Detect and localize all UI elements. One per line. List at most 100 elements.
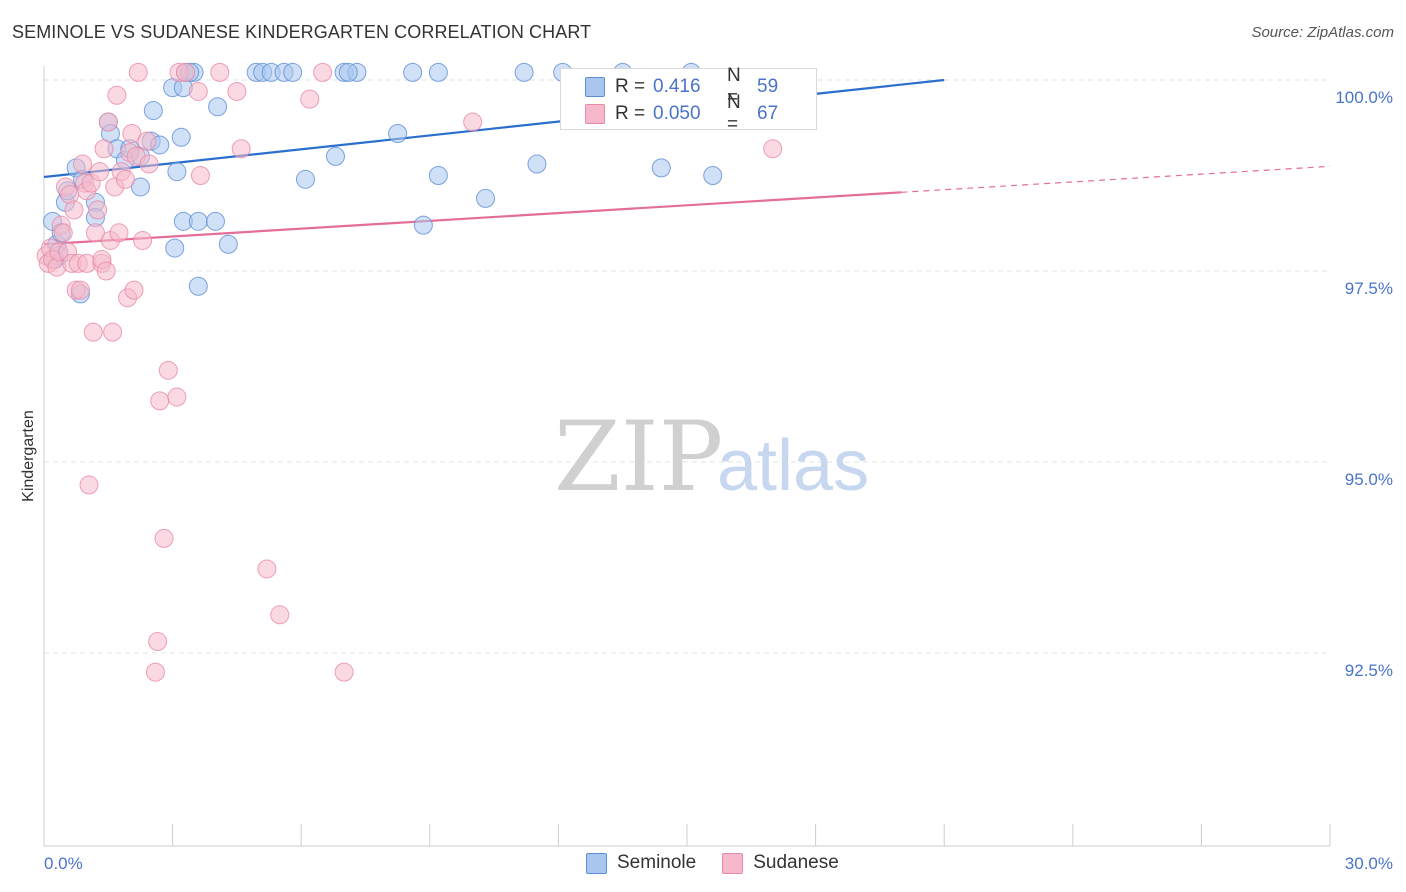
x-tick-label-min: 0.0%: [44, 854, 83, 873]
sudanese-point[interactable]: [88, 200, 108, 220]
sudanese-point[interactable]: [190, 166, 210, 185]
sudanese-point[interactable]: [94, 139, 114, 159]
legend-item-sudanese[interactable]: Sudanese: [722, 852, 839, 874]
stats-legend: R = 0.416 N = 59 R = 0.050 N = 67: [560, 65, 817, 135]
sudanese-point[interactable]: [73, 154, 93, 174]
n-label: N =: [727, 65, 741, 108]
sudanese-point[interactable]: [210, 62, 230, 82]
series-sudanese: [36, 62, 783, 682]
sudanese-point[interactable]: [79, 475, 99, 495]
seminole-point[interactable]: [171, 127, 191, 147]
r-label: R =: [615, 103, 646, 124]
seminole-point[interactable]: [295, 169, 315, 189]
r-label: R =: [615, 76, 646, 97]
seminole-point[interactable]: [143, 101, 163, 121]
sudanese-point[interactable]: [463, 112, 483, 132]
watermark-atlas: atlas: [717, 426, 869, 506]
sudanese-swatch: [722, 852, 744, 874]
sudanese-point[interactable]: [115, 169, 135, 189]
y-axis-label: Kindergarten: [20, 410, 37, 502]
legend-label-seminole: Seminole: [617, 852, 697, 873]
seminole-point[interactable]: [514, 62, 534, 82]
seminole-point[interactable]: [165, 238, 185, 258]
seminole-point[interactable]: [338, 62, 358, 82]
sudanese-point[interactable]: [158, 360, 178, 380]
sudanese-point[interactable]: [96, 261, 116, 281]
sudanese-point[interactable]: [83, 322, 103, 342]
n-value: 67: [757, 103, 779, 124]
seminole-point[interactable]: [208, 97, 228, 117]
sudanese-point[interactable]: [154, 528, 174, 548]
sudanese-point[interactable]: [227, 81, 247, 101]
sudanese-point[interactable]: [124, 280, 144, 300]
y-tick-label: 95.0%: [1345, 470, 1393, 489]
sudanese-point[interactable]: [257, 559, 277, 579]
sudanese-point[interactable]: [90, 162, 110, 182]
gridlines: [44, 79, 1330, 654]
sudanese-point[interactable]: [270, 605, 290, 625]
seminole-point[interactable]: [388, 123, 408, 143]
chart-title: SEMINOLE VS SUDANESE KINDERGARTEN CORREL…: [12, 22, 592, 42]
legend-row-seminole: R = 0.416 N = 59: [585, 65, 779, 108]
seminole-point[interactable]: [205, 211, 225, 231]
sudanese-point[interactable]: [148, 632, 168, 652]
sudanese-point[interactable]: [300, 89, 320, 109]
seminole-point[interactable]: [188, 211, 208, 231]
y-tick-label: 100.0%: [1335, 88, 1393, 107]
seminole-point[interactable]: [403, 62, 423, 82]
sudanese-point[interactable]: [98, 112, 118, 132]
seminole-point[interactable]: [476, 188, 496, 208]
sudanese-point[interactable]: [150, 391, 170, 411]
sudanese-point[interactable]: [133, 230, 153, 250]
sudanese-point[interactable]: [64, 200, 84, 220]
x-tick-label-max: 30.0%: [1345, 854, 1393, 873]
sudanese-swatch: [585, 104, 605, 124]
y-tick-label: 97.5%: [1345, 279, 1393, 298]
legend-row-sudanese: R = 0.050 N = 67: [585, 92, 779, 135]
legend-label-sudanese: Sudanese: [753, 852, 839, 873]
sudanese-point[interactable]: [763, 139, 783, 159]
sudanese-point[interactable]: [167, 387, 187, 407]
seminole-point[interactable]: [651, 158, 671, 178]
sudanese-point[interactable]: [139, 154, 159, 174]
sudanese-point[interactable]: [231, 139, 251, 159]
sudanese-point[interactable]: [313, 62, 333, 82]
seminole-point[interactable]: [188, 276, 208, 296]
sudanese-point[interactable]: [70, 280, 90, 300]
seminole-point[interactable]: [325, 146, 345, 166]
seminole-point[interactable]: [130, 177, 150, 197]
sudanese-point[interactable]: [334, 662, 354, 682]
seminole-point[interactable]: [527, 154, 547, 174]
source-credit: Source: ZipAtlas.com: [1251, 24, 1394, 41]
seminole-point[interactable]: [428, 166, 448, 185]
watermark-zip: ZIP: [554, 401, 723, 513]
sudanese-point[interactable]: [122, 123, 142, 143]
series-legend: Seminole Sudanese: [586, 852, 865, 874]
sudanese-point[interactable]: [85, 223, 105, 243]
sudanese-point[interactable]: [128, 62, 148, 82]
trend-line-extension-sudanese: [901, 165, 1331, 193]
data-points: [36, 62, 783, 682]
sudanese-point[interactable]: [53, 223, 73, 243]
y-tick-label: 92.5%: [1345, 661, 1393, 680]
seminole-point[interactable]: [428, 62, 448, 82]
trend-line-sudanese: [43, 191, 902, 246]
sudanese-point[interactable]: [188, 81, 208, 101]
seminole-point[interactable]: [413, 215, 433, 235]
sudanese-point[interactable]: [145, 662, 165, 682]
legend-item-seminole[interactable]: Seminole: [586, 852, 696, 874]
y-tick-labels: 100.0% 97.5% 95.0% 92.5%: [1335, 88, 1393, 680]
sudanese-point[interactable]: [109, 223, 129, 243]
n-value: 59: [757, 76, 779, 97]
seminole-point[interactable]: [703, 166, 723, 185]
seminole-point[interactable]: [167, 162, 187, 182]
sudanese-point[interactable]: [137, 131, 157, 151]
sudanese-point[interactable]: [103, 322, 123, 342]
seminole-swatch: [586, 852, 607, 874]
r-value: 0.416: [653, 76, 701, 97]
sudanese-point[interactable]: [107, 85, 127, 105]
sudanese-point[interactable]: [175, 62, 195, 82]
seminole-point[interactable]: [218, 234, 238, 254]
seminole-point[interactable]: [283, 62, 303, 82]
